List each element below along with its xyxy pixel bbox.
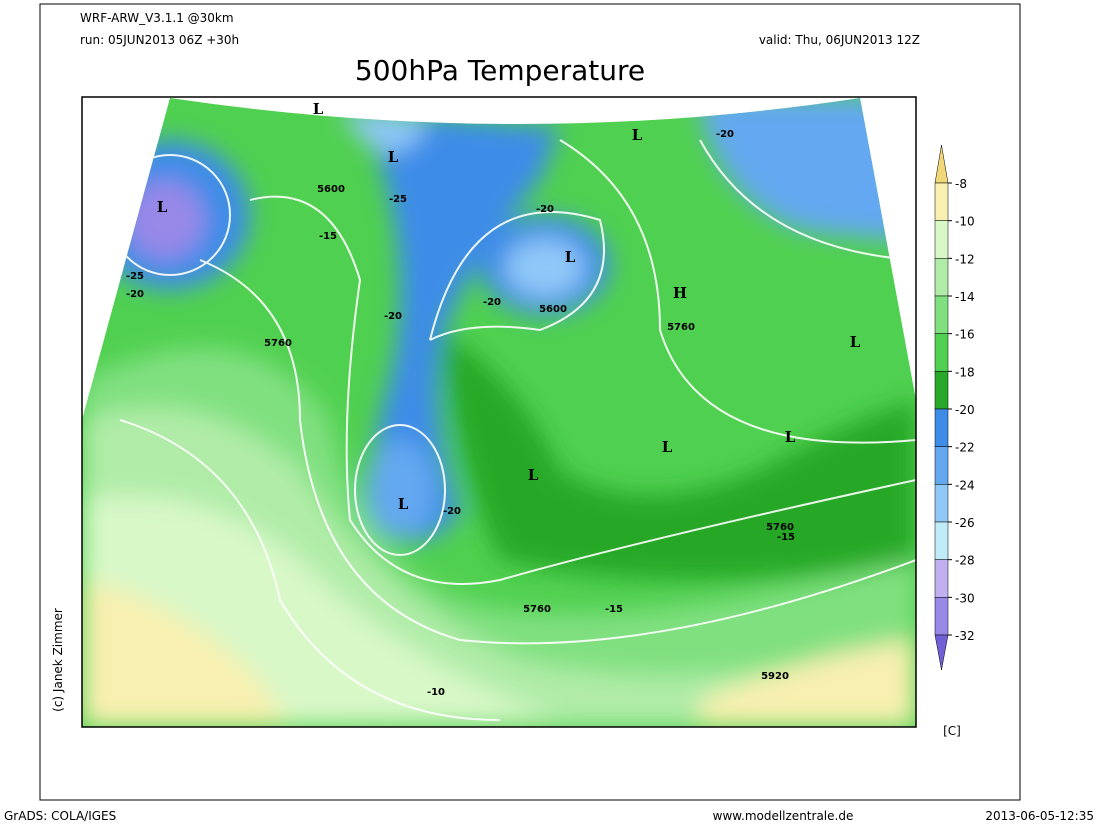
footer-left: GrADS: COLA/IGES (4, 809, 116, 823)
contour-label: 5760 (264, 338, 292, 349)
unit-label: [C] (943, 724, 961, 738)
colorbar-label: -28 (955, 554, 975, 568)
colorbar-triangle (934, 144, 949, 184)
valid-text: valid: Thu, 06JUN2013 12Z (759, 33, 920, 47)
contour-label: 5760 (523, 604, 551, 615)
contour-label: -20 (443, 506, 461, 517)
pressure-center: L (662, 438, 673, 456)
colorbar-label: -32 (955, 629, 975, 643)
colorbar-label: -26 (955, 516, 975, 530)
colorbar-triangle (934, 634, 949, 671)
colorbar-box (934, 446, 949, 485)
footer-right: 2013-06-05-12:35 (985, 809, 1094, 823)
colorbar-label: -18 (955, 365, 975, 379)
contour-label: -15 (319, 231, 337, 242)
colorbar-box (934, 521, 949, 560)
map-labels: L L L L H L L L L L L 5600 5600 5760 5760 5760 5760 5920 -… (126, 100, 861, 698)
run-text: run: 05JUN2013 06Z +30h (80, 33, 239, 47)
model-text: WRF-ARW_V3.1.1 @30km (80, 11, 234, 25)
contour-label: -20 (536, 204, 554, 215)
contour-label: 5760 (766, 522, 794, 533)
contour-label: -20 (126, 289, 144, 300)
colorbar-box (934, 597, 949, 636)
map-field (82, 98, 916, 727)
colorbar-box (934, 295, 949, 334)
map-frame (81, 96, 917, 728)
pressure-center: L (157, 198, 168, 216)
colorbar: -8 -10 -12 -14 -16 -18 -20 -22 -24 -26 -28 -30 -32 (934, 144, 975, 671)
pressure-center: L (850, 333, 861, 351)
colorbar-box (934, 182, 949, 221)
pressure-center: L (785, 428, 796, 446)
title: 500hPa Temperature (355, 54, 645, 87)
colorbar-box (934, 220, 949, 259)
contour-label: 5600 (539, 304, 567, 315)
outer-frame (39, 3, 1021, 801)
contour-label: -25 (389, 194, 407, 205)
contour-label: -20 (384, 311, 402, 322)
footer-center: www.modellzentrale.de (713, 809, 854, 823)
pressure-center: L (313, 100, 324, 118)
contour-label: -15 (777, 532, 795, 543)
pressure-center: L (632, 126, 643, 144)
colorbar-label: -22 (955, 441, 975, 455)
contour-label: -10 (427, 687, 445, 698)
colorbar-box (934, 408, 949, 447)
pressure-center: L (398, 495, 409, 513)
colorbar-box (934, 333, 949, 372)
colorbar-box (934, 559, 949, 598)
colorbar-label: -12 (955, 252, 975, 266)
contour-label: 5760 (667, 322, 695, 333)
contour-label: -20 (716, 129, 734, 140)
colorbar-label: -10 (955, 215, 975, 229)
colorbar-label: -24 (955, 478, 975, 492)
contour-label: -15 (605, 604, 623, 615)
colorbar-label: -16 (955, 328, 975, 342)
colorbar-box (934, 371, 949, 410)
colorbar-box (934, 258, 949, 297)
contour-label: -20 (483, 297, 501, 308)
contour-label: 5920 (761, 671, 789, 682)
contour-label: -25 (126, 271, 144, 282)
colorbar-label: -20 (955, 403, 975, 417)
pressure-center: L (528, 466, 539, 484)
pressure-center: L (565, 248, 576, 266)
colorbar-label: -8 (955, 177, 967, 191)
pressure-center: L (388, 148, 399, 166)
pressure-center: H (673, 284, 687, 302)
colorbar-label: -14 (955, 290, 975, 304)
contour-label: 5600 (317, 184, 345, 195)
credit: (c) Janek Zimmer (51, 608, 65, 712)
colorbar-label: -30 (955, 591, 975, 605)
colorbar-box (934, 484, 949, 523)
